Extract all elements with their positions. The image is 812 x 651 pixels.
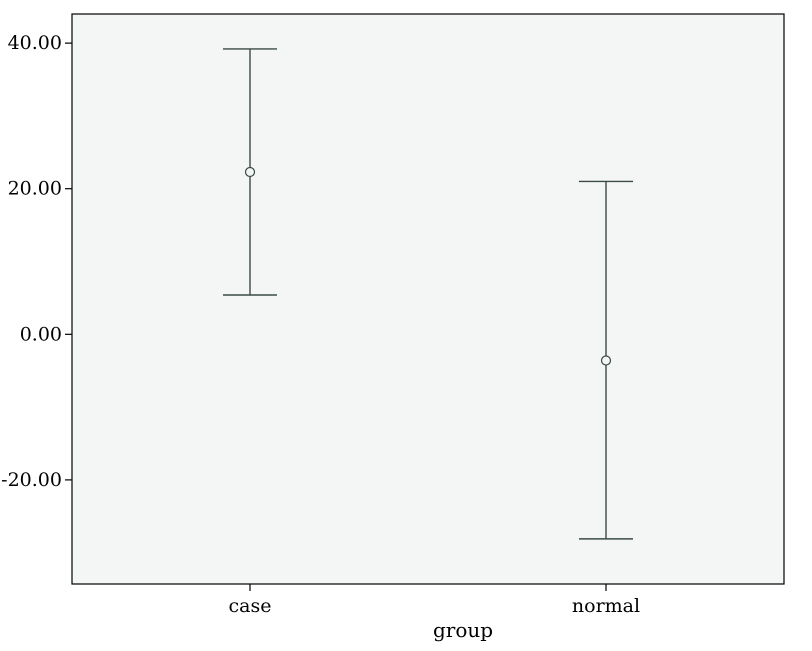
error-bars — [223, 48, 633, 540]
x-axis: case normal — [229, 584, 640, 617]
x-tick-label-case: case — [229, 595, 272, 617]
x-tick-label-normal: normal — [572, 595, 640, 617]
mean-marker-normal — [600, 355, 612, 366]
y-tick-label: 0.00 — [20, 323, 62, 345]
y-tick-label: 40.00 — [8, 32, 62, 54]
error-bar-normal — [579, 180, 633, 540]
plot-area — [71, 13, 785, 585]
mean-marker-case — [244, 166, 256, 178]
x-axis-title: group — [433, 618, 493, 642]
y-tick-label: -20.00 — [1, 469, 62, 491]
y-tick-label: 20.00 — [8, 178, 62, 200]
y-axis: -20.00 0.00 20.00 40.00 — [1, 32, 72, 491]
error-bar-case — [223, 48, 277, 296]
